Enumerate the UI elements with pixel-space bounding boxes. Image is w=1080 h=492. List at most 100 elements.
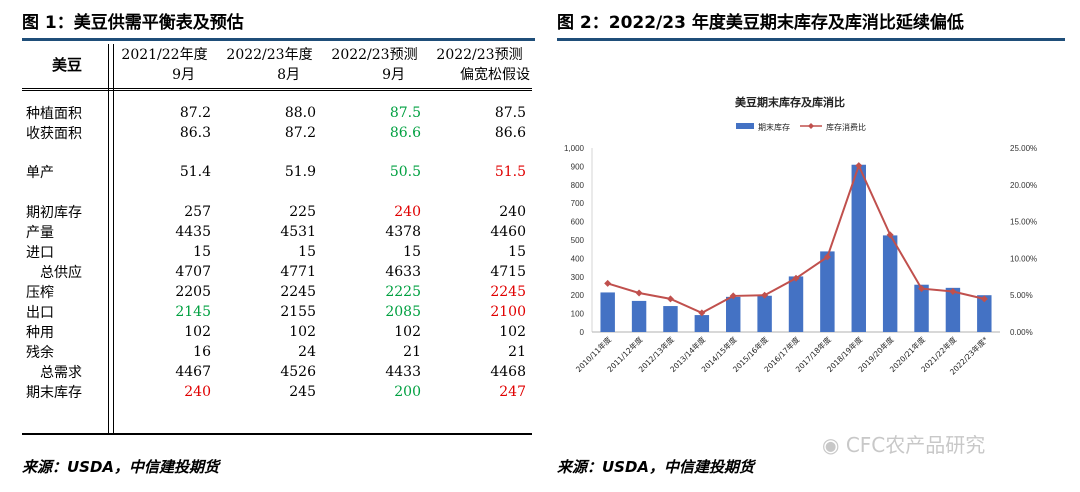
ratio-point <box>918 285 926 293</box>
table-cell: 4633 <box>385 263 421 280</box>
table-cell: 24 <box>298 343 316 360</box>
plot-area: 0 100 200 300 400 500 600 700 800 900 1,000 0.00% 5.… <box>564 144 1037 377</box>
right-tick-label: 0.00% <box>1010 328 1033 337</box>
table-cell: 2245 <box>490 283 526 300</box>
bar <box>820 251 835 332</box>
table-cell: 4435 <box>175 223 211 240</box>
table-cell <box>112 182 217 201</box>
table-cell: 2145 <box>175 303 211 320</box>
table-cell: 87.5 <box>494 105 526 122</box>
row-label <box>22 84 112 103</box>
ending-stocks-chart: 美豆期末库存及库消比 期末库存 库存消费比 0 100 200 300 400 500 60… <box>564 95 1037 377</box>
ratio-point <box>729 292 737 300</box>
table-cell: 102 <box>499 323 526 340</box>
header-col1-line1: 2021/22年度 <box>121 47 208 63</box>
header-col1-line2: 9月 <box>172 67 195 83</box>
table-cell: 50.5 <box>389 164 421 181</box>
row-label: 出口 <box>26 304 54 321</box>
table-cell <box>112 143 217 162</box>
right-title-rule <box>557 38 1065 41</box>
legend-line-marker <box>808 123 814 129</box>
table-cell: 102 <box>394 323 421 340</box>
row-label: 进口 <box>26 244 54 261</box>
table-cell: 4526 <box>280 363 316 380</box>
table-cell: 240 <box>499 203 526 220</box>
table-row: 收获面积 86.3 87.2 86.6 86.6 <box>22 123 532 143</box>
table-body: 种植面积 87.2 88.0 87.5 87.5 收获面积 86.3 87.2 86.6 86.6… <box>22 84 532 402</box>
left-tick-label: 900 <box>571 162 585 171</box>
table-cell: 15 <box>403 243 421 260</box>
row-label: 产量 <box>26 224 54 241</box>
left-tick-label: 800 <box>571 181 585 190</box>
table-cell: 2100 <box>490 303 526 320</box>
legend-bar-swatch <box>736 123 754 129</box>
table-row: 产量 4435 4531 4378 4460 <box>22 222 532 242</box>
table-row <box>22 182 532 201</box>
header-col4-line1: 2022/23预测 <box>436 47 523 63</box>
table-cell <box>427 84 532 103</box>
bar <box>851 164 866 332</box>
table-cell: 51.5 <box>494 164 526 181</box>
right-tick-label: 25.00% <box>1010 144 1037 153</box>
ratio-point <box>855 162 863 170</box>
table-cell: 4707 <box>175 263 211 280</box>
left-tick-label: 0 <box>580 328 585 337</box>
bar <box>977 295 992 332</box>
header-col2-line2: 8月 <box>277 67 300 83</box>
right-source-note: 来源：USDA，中信建投期货 <box>557 458 755 476</box>
row-label <box>22 182 112 201</box>
left-tick-label: 700 <box>571 199 585 208</box>
table-cell <box>427 143 532 162</box>
label-column-divider <box>108 44 114 433</box>
bar <box>788 276 804 332</box>
row-label: 总需求 <box>40 364 82 381</box>
chart-title: 美豆期末库存及库消比 <box>735 95 845 109</box>
right-tick-label: 5.00% <box>1010 291 1033 300</box>
table-row <box>22 84 532 103</box>
table-cell: 247 <box>499 383 526 400</box>
table-cell: 15 <box>193 243 211 260</box>
table-cell: 4715 <box>490 263 526 280</box>
left-tick-label: 200 <box>571 291 585 300</box>
row-label <box>22 143 112 162</box>
bar <box>663 306 678 332</box>
right-figure-title: 图 2：2022/23 年度美豆期末库存及库消比延续偏低 <box>557 13 964 33</box>
left-tick-label: 300 <box>571 273 585 282</box>
row-label: 期初库存 <box>26 204 82 221</box>
table-cell: 257 <box>184 203 211 220</box>
row-label: 单产 <box>26 165 54 182</box>
table-cell: 88.0 <box>284 105 316 122</box>
table-row: 残余 16 24 21 21 <box>22 342 532 362</box>
table-bottom-border <box>22 433 532 435</box>
left-source-note: 来源：USDA，中信建投期货 <box>22 458 220 476</box>
table-row: 种用 102 102 102 102 <box>22 322 532 342</box>
header-col2-line1: 2022/23年度 <box>226 47 313 63</box>
table-row: 单产 51.4 51.9 50.5 51.5 <box>22 162 532 182</box>
legend-line-label: 库存消费比 <box>826 122 866 132</box>
table-row: 出口 2145 2155 2085 2100 <box>22 302 532 322</box>
row-label: 压榨 <box>26 284 54 301</box>
table-cell: 2085 <box>385 303 421 320</box>
supply-demand-table-container: 美豆 2021/22年度 2022/23年度 2022/23预测 2022/23… <box>22 44 532 435</box>
row-label: 期末库存 <box>26 384 82 401</box>
ratio-point <box>666 295 674 303</box>
ratio-point <box>886 231 894 239</box>
table-cell <box>322 84 427 103</box>
table-cell: 4771 <box>280 263 316 280</box>
table-cell <box>217 84 322 103</box>
right-tick-label: 20.00% <box>1010 181 1037 190</box>
table-cell: 4433 <box>385 363 421 380</box>
header-col3-line1: 2022/23预测 <box>331 47 418 63</box>
table-cell: 87.2 <box>179 105 211 122</box>
table-row: 总供应 4707 4771 4633 4715 <box>22 262 532 282</box>
table-cell: 4467 <box>175 363 211 380</box>
table-cell: 102 <box>184 323 211 340</box>
table-cell: 4378 <box>385 223 421 240</box>
table-row: 进口 15 15 15 15 <box>22 242 532 262</box>
left-tick-label: 400 <box>571 254 585 263</box>
left-tick-label: 500 <box>571 236 585 245</box>
supply-demand-table: 美豆 2021/22年度 2022/23年度 2022/23预测 2022/23… <box>22 44 532 402</box>
wechat-watermark: ◉ CFC农产品研究 <box>822 429 985 458</box>
legend-bar-label: 期末库存 <box>758 122 790 132</box>
table-row <box>22 143 532 162</box>
